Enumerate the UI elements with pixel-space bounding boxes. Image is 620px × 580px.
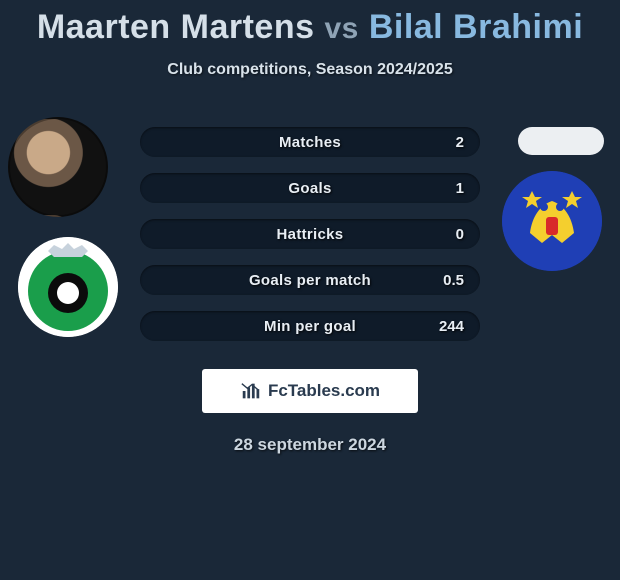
player2-club-badge bbox=[502, 171, 602, 271]
stat-value: 2 bbox=[456, 134, 464, 151]
player1-club-badge bbox=[18, 237, 118, 337]
stat-bar-hattricks: Hattricks 0 bbox=[140, 219, 480, 249]
brand-text: FcTables.com bbox=[268, 381, 380, 401]
snapshot-date: 28 september 2024 bbox=[0, 435, 620, 455]
stat-label: Min per goal bbox=[264, 318, 356, 335]
vs-separator: vs bbox=[324, 12, 358, 45]
stat-label: Goals bbox=[288, 180, 331, 197]
comparison-title: Maarten Martens vs Bilal Brahimi bbox=[0, 0, 620, 47]
stat-label: Matches bbox=[279, 134, 341, 151]
stat-bar-goals-per-match: Goals per match 0.5 bbox=[140, 265, 480, 295]
stat-bar-matches: Matches 2 bbox=[140, 127, 480, 157]
bar-chart-icon bbox=[240, 380, 262, 402]
left-column bbox=[0, 109, 110, 349]
stat-label: Hattricks bbox=[277, 226, 344, 243]
subtitle: Club competitions, Season 2024/2025 bbox=[0, 61, 620, 79]
stat-bar-min-per-goal: Min per goal 244 bbox=[140, 311, 480, 341]
player2-avatar bbox=[518, 127, 604, 155]
stat-value: 1 bbox=[456, 180, 464, 197]
player2-name: Bilal Brahimi bbox=[369, 8, 583, 46]
player1-avatar bbox=[8, 117, 108, 217]
brand-badge: FcTables.com bbox=[202, 369, 418, 413]
stat-bars: Matches 2 Goals 1 Hattricks 0 Goals per … bbox=[140, 127, 480, 357]
stat-label: Goals per match bbox=[249, 272, 371, 289]
stat-value: 0 bbox=[456, 226, 464, 243]
stat-bar-goals: Goals 1 bbox=[140, 173, 480, 203]
comparison-content: Matches 2 Goals 1 Hattricks 0 Goals per … bbox=[0, 109, 620, 349]
player1-name: Maarten Martens bbox=[37, 8, 315, 46]
stat-value: 0.5 bbox=[443, 272, 464, 289]
right-column bbox=[510, 109, 620, 349]
stat-value: 244 bbox=[439, 318, 464, 335]
